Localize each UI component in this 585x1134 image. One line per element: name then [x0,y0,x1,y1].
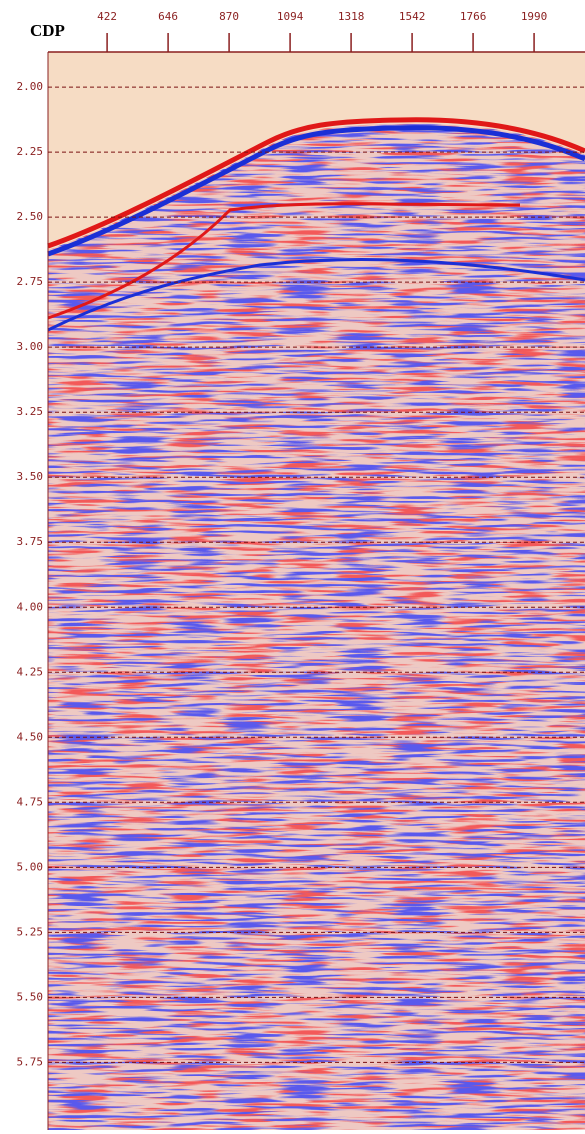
x-axis-label: CDP [30,21,65,40]
x-tick-label: 870 [219,10,239,23]
y-tick-label: 3.25 [17,405,44,418]
y-tick-label: 2.00 [17,80,44,93]
y-tick-label: 2.75 [17,275,44,288]
y-tick-label: 4.50 [17,730,44,743]
x-tick-label: 1094 [277,10,304,23]
y-tick-label: 5.75 [17,1055,44,1068]
y-tick-label: 2.50 [17,210,44,223]
y-tick-label: 4.25 [17,665,44,678]
seismic-section: CDP 422 646 870 1094 1318 1542 1766 1990 2.00 2.2… [0,0,585,1134]
y-tick-label: 4.00 [17,600,44,613]
y-tick-label: 5.50 [17,990,44,1003]
y-tick-label: 4.75 [17,795,44,808]
x-tick-label: 1318 [338,10,365,23]
x-tick-label: 1766 [460,10,487,23]
x-tick-label: 1542 [399,10,426,23]
x-tick-label: 422 [97,10,117,23]
y-tick-label: 3.50 [17,470,44,483]
y-tick-label: 5.25 [17,925,44,938]
y-tick-label: 5.00 [17,860,44,873]
y-tick-label: 3.00 [17,340,44,353]
x-tick-label: 1990 [521,10,548,23]
y-tick-label: 2.25 [17,145,44,158]
x-tick-label: 646 [158,10,178,23]
y-tick-label: 3.75 [17,535,44,548]
